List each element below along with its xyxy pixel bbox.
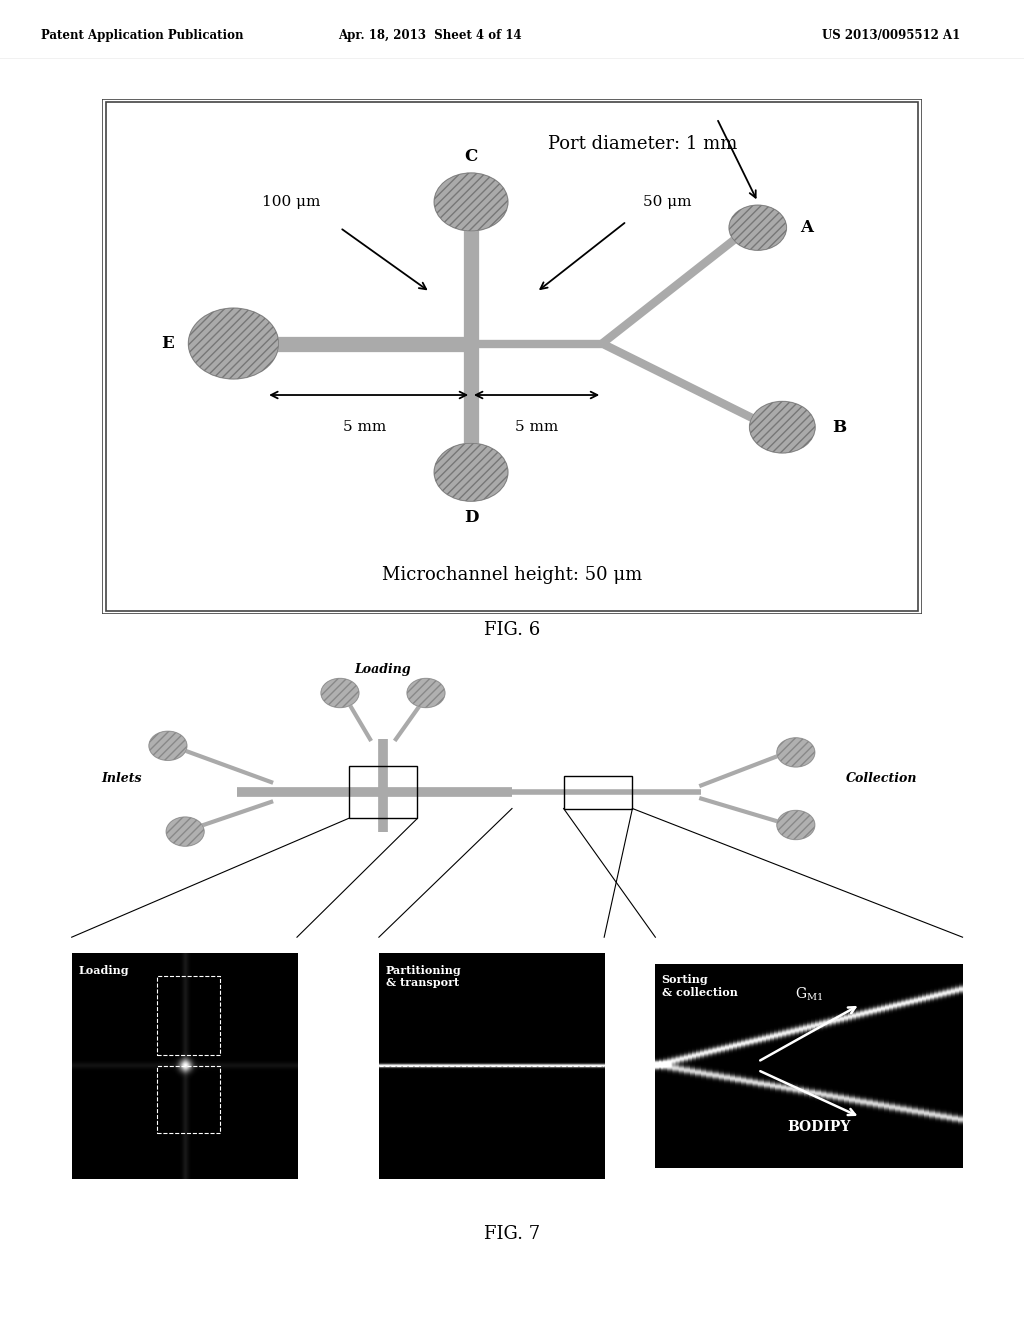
Circle shape — [150, 731, 186, 760]
Text: FIG. 7: FIG. 7 — [484, 1225, 540, 1243]
Text: 5 mm: 5 mm — [343, 420, 386, 434]
Bar — [563, 776, 633, 808]
Circle shape — [434, 173, 508, 231]
Text: Collection: Collection — [846, 772, 918, 785]
Text: FIG. 6: FIG. 6 — [484, 622, 540, 639]
Text: Sorting
& collection: Sorting & collection — [662, 974, 737, 998]
Text: Apr. 18, 2013  Sheet 4 of 14: Apr. 18, 2013 Sheet 4 of 14 — [338, 29, 522, 42]
Circle shape — [750, 401, 815, 453]
Text: $\mathregular{G_{M1}}$: $\mathregular{G_{M1}}$ — [795, 986, 823, 1003]
Text: E: E — [162, 335, 174, 352]
Circle shape — [777, 738, 815, 767]
Text: A: A — [801, 219, 813, 236]
Text: C: C — [465, 148, 477, 165]
Text: B: B — [833, 418, 847, 436]
Text: Inlets: Inlets — [101, 772, 142, 785]
Text: US 2013/0095512 A1: US 2013/0095512 A1 — [821, 29, 961, 42]
Text: Loading: Loading — [79, 965, 129, 975]
Text: 100 μm: 100 μm — [261, 195, 321, 209]
Text: 5 mm: 5 mm — [515, 420, 558, 434]
Text: BODIPY: BODIPY — [787, 1121, 851, 1134]
Text: Partitioning
& transport: Partitioning & transport — [386, 965, 462, 989]
Circle shape — [434, 444, 508, 502]
Circle shape — [188, 308, 279, 379]
Text: Patent Application Publication: Patent Application Publication — [41, 29, 244, 42]
Bar — [348, 766, 418, 818]
Circle shape — [729, 205, 786, 251]
Bar — [158, 1067, 220, 1134]
Circle shape — [777, 810, 815, 840]
Circle shape — [322, 678, 358, 708]
Circle shape — [408, 678, 444, 708]
Text: Port diameter: 1 mm: Port diameter: 1 mm — [549, 135, 737, 153]
Bar — [158, 975, 220, 1055]
Text: Loading: Loading — [354, 664, 412, 676]
Text: D: D — [464, 508, 478, 525]
Circle shape — [166, 817, 204, 846]
Text: Microchannel height: 50 μm: Microchannel height: 50 μm — [382, 566, 642, 585]
Text: 50 μm: 50 μm — [643, 195, 692, 209]
